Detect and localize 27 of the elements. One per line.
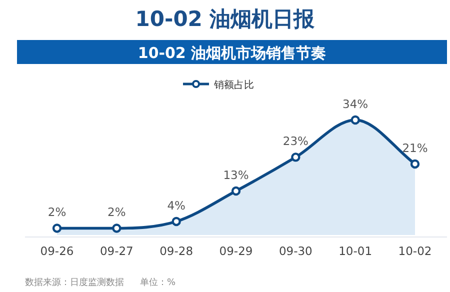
data-label: 23% bbox=[282, 134, 309, 148]
x-tick-label: 09-29 bbox=[219, 244, 253, 258]
x-tick-label: 09-27 bbox=[100, 244, 134, 258]
point bbox=[410, 159, 420, 169]
chart-title: 10-02 油烟机日报 bbox=[135, 7, 316, 31]
legend: 销额占比 bbox=[183, 80, 254, 91]
data-label: 21% bbox=[402, 140, 428, 155]
x-tick-label: 09-26 bbox=[40, 244, 74, 258]
data-label: 2% bbox=[108, 205, 126, 220]
point bbox=[291, 152, 300, 162]
text: 单位：% bbox=[140, 277, 176, 288]
point bbox=[52, 224, 62, 233]
data-label: 34% bbox=[342, 97, 368, 111]
x-tick-label: 09-28 bbox=[160, 244, 194, 258]
chart-subtitle: 10-02 油烟机市场销售节奏 bbox=[138, 44, 326, 62]
point bbox=[112, 224, 122, 233]
legend-label: 销额占比 bbox=[213, 79, 254, 91]
x-tick-label: 09-30 bbox=[278, 244, 312, 258]
point bbox=[231, 186, 241, 196]
data-label: 4% bbox=[167, 198, 186, 212]
data-label: 13% bbox=[223, 168, 249, 182]
point bbox=[350, 115, 360, 125]
point bbox=[172, 216, 181, 226]
x-tick-label: 10-02 bbox=[398, 244, 432, 258]
x-tick-label: 10-01 bbox=[338, 244, 372, 258]
source-note: 数据来源：日度监测数据 bbox=[25, 277, 124, 288]
data-label: 2% bbox=[48, 205, 66, 220]
